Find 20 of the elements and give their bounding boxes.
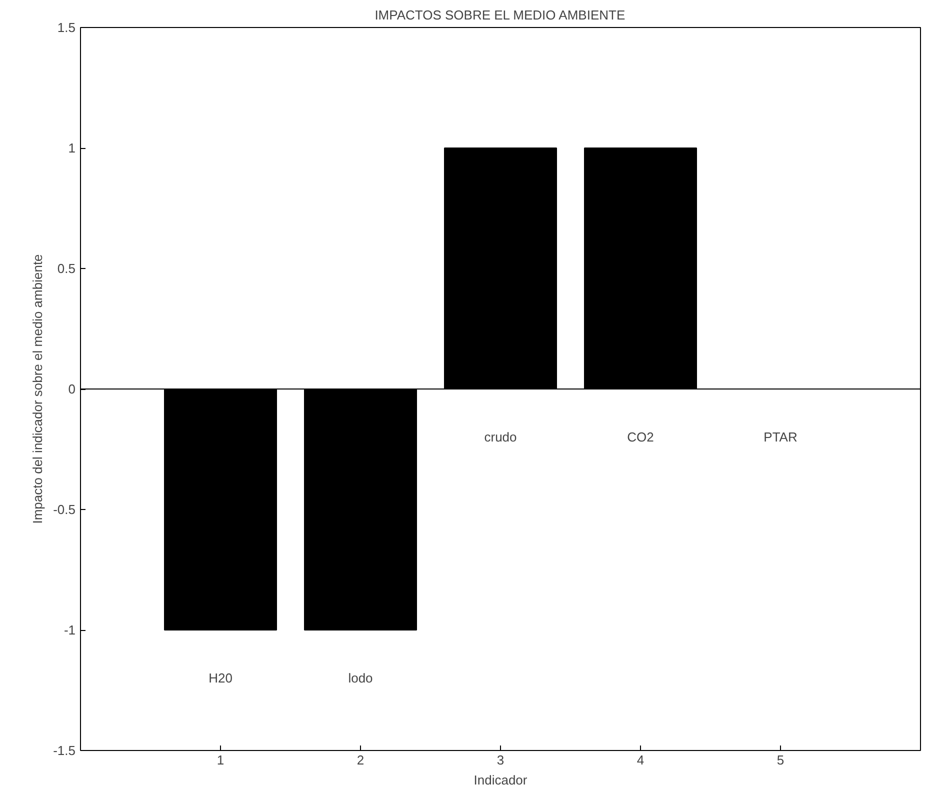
y-tick-label: 1 (68, 140, 76, 156)
y-tick-label: -1.5 (53, 743, 76, 758)
y-tick-label: 0.5 (57, 261, 76, 276)
x-tick-label: 4 (636, 752, 644, 768)
x-tick-label: 2 (356, 752, 364, 768)
annotation: lodo (348, 670, 373, 686)
annotation: CO2 (627, 430, 654, 444)
x-tick-label: 3 (496, 752, 504, 768)
x-axis-title: Indicador (474, 772, 528, 788)
y-tick-label: -0.5 (53, 502, 76, 517)
chart-title: IMPACTOS SOBRE EL MEDIO AMBIENTE (374, 8, 626, 22)
annotation: crudo (484, 430, 517, 444)
annotation: PTAR (764, 430, 798, 444)
x-tick-label: 1 (216, 752, 224, 768)
y-tick-label: 0 (68, 382, 76, 396)
x-tick-label: 5 (776, 752, 784, 768)
y-axis-title: Impacto del indicador sobre el medio ambiente (30, 254, 46, 524)
y-tick-label: -1 (64, 622, 76, 638)
y-tick-label: 1.5 (57, 20, 76, 35)
annotation: H20 (208, 670, 232, 686)
